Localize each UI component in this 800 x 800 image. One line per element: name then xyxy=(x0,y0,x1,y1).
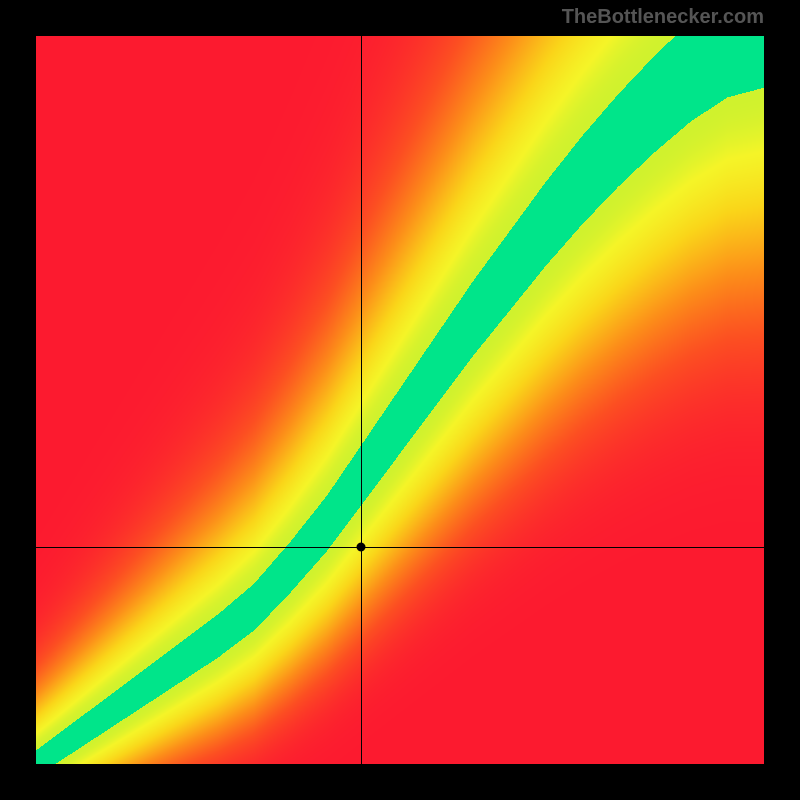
heatmap-canvas xyxy=(36,36,764,764)
crosshair-horizontal xyxy=(36,547,764,548)
crosshair-vertical xyxy=(361,36,362,764)
watermark-text: TheBottlenecker.com xyxy=(562,6,764,29)
marker-dot xyxy=(356,543,365,552)
heatmap-plot xyxy=(36,36,764,764)
